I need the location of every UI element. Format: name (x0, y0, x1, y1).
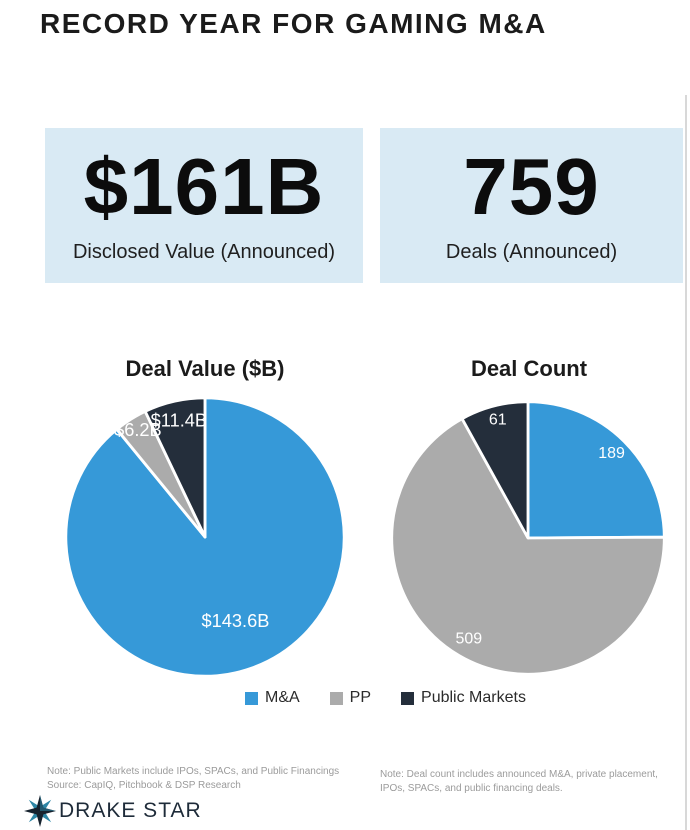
drake-star-wordmark: DRAKE STAR (59, 799, 202, 822)
deal-value-chart-title: Deal Value ($B) (125, 356, 285, 381)
page-title: RECORD YEAR FOR GAMING M&A (40, 8, 547, 39)
legend-label: Public Markets (421, 689, 526, 706)
note-left: Note: Public Markets include IPOs, SPACs… (47, 765, 382, 793)
legend-item-m-a: M&A (245, 689, 300, 707)
legend-item-pp: PP (329, 689, 372, 707)
pie-slice-label: 189 (598, 445, 625, 462)
legend-swatch (329, 691, 343, 705)
page-edge-divider (685, 95, 687, 830)
stat-value-deals: 759 (463, 142, 600, 231)
note-left-line2: Source: CapIQ, Pitchbook & DSP Research (47, 780, 241, 791)
stat-box-disclosed-value: $161B Disclosed Value (Announced) (45, 128, 363, 283)
chart-legend: M&A PP Public Markets (245, 689, 526, 707)
legend-label: M&A (265, 689, 300, 706)
pie-slice-label: $6.2B (114, 419, 162, 440)
legend-swatch (401, 691, 415, 705)
deal-count-chart-title: Deal Count (470, 356, 588, 381)
legend-label: PP (349, 689, 372, 706)
note-right: Note: Deal count includes announced M&A,… (380, 769, 658, 794)
pie-slice-public-markets (460, 400, 530, 540)
pie-slice-label: 61 (489, 412, 507, 429)
stat-box-deal-count: 759 Deals (Announced) (380, 128, 683, 283)
pie-slice-public-markets (143, 396, 207, 539)
deal-value-pie: $143.6B $6.2B$11.4B (64, 396, 346, 678)
pie-slice-pp (390, 417, 666, 676)
drake-star-logo: DRAKE STAR (24, 795, 202, 827)
legend-item-public-markets: Public Markets (401, 689, 526, 707)
note-left-line1: Note: Public Markets include IPOs, SPACs… (47, 766, 340, 777)
stat-label-disclosed: Disclosed Value (Announced) (72, 241, 335, 263)
pie-slice-m-a (526, 400, 666, 540)
stat-label-deals: Deals (Announced) (445, 241, 618, 263)
stat-value-disclosed: $161B (83, 142, 325, 231)
pie-slice-label: $143.6B (201, 610, 269, 631)
pie-slice-label: $11.4B (151, 409, 207, 430)
drake-star-icon (24, 795, 56, 827)
pie-slice-label: 509 (455, 630, 482, 647)
deal-count-pie: 189 509 61 (390, 400, 666, 676)
stats-row: $161B Disclosed Value (Announced) 759 De… (45, 128, 683, 283)
legend-swatch (245, 691, 258, 705)
